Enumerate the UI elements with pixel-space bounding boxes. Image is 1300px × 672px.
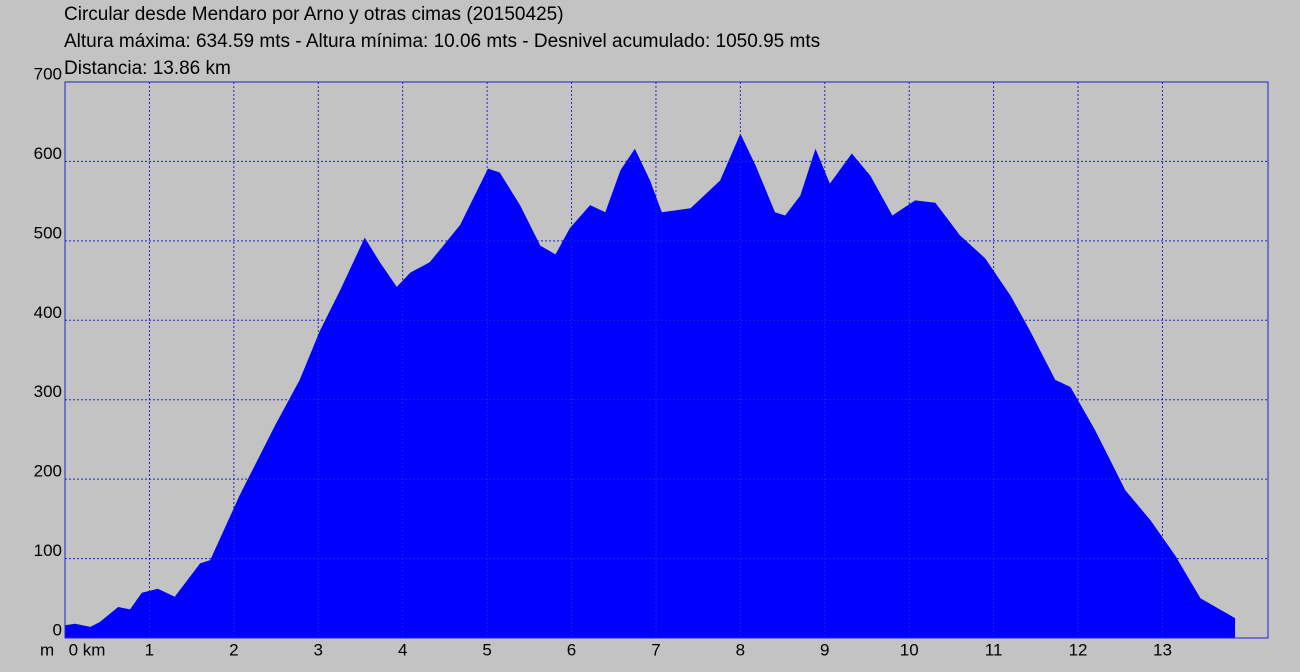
- x-tick-label: 5: [482, 640, 491, 659]
- chart-title: Circular desde Mendaro por Arno y otras …: [64, 4, 564, 25]
- y-unit-label: m: [40, 640, 54, 659]
- plot-border: [64, 81, 1269, 639]
- distance-label: Distancia: 13.86 km: [64, 58, 231, 79]
- x-tick-label: 13: [1153, 640, 1172, 659]
- y-tick-label: 500: [34, 223, 62, 242]
- y-tick-label: 700: [34, 64, 62, 83]
- x-tick-label: 10: [900, 640, 919, 659]
- x-tick-label: 11: [985, 640, 1003, 659]
- x-tick-label: 9: [820, 640, 829, 659]
- y-tick-label: 0: [53, 620, 62, 639]
- elevation-area: [65, 133, 1236, 638]
- x-tick-label: 12: [1069, 640, 1088, 659]
- x-tick-label: 4: [398, 640, 407, 659]
- y-tick-label: 600: [34, 144, 62, 163]
- y-tick-label: 300: [34, 382, 62, 401]
- x-tick-label: 2: [229, 640, 238, 659]
- y-tick-label: 200: [34, 462, 62, 481]
- chart-subtitle: Altura máxima: 634.59 mts - Altura mínim…: [64, 31, 820, 52]
- x-tick-label: 7: [651, 640, 660, 659]
- y-tick-label: 100: [34, 541, 62, 560]
- x-tick-label: 1: [145, 640, 154, 659]
- x-tick-label: 3: [314, 640, 323, 659]
- y-tick-label: 400: [34, 303, 62, 322]
- x-tick-label: 8: [736, 640, 745, 659]
- x-tick-label: 6: [567, 640, 576, 659]
- x-tick-label: 0 km: [69, 640, 106, 659]
